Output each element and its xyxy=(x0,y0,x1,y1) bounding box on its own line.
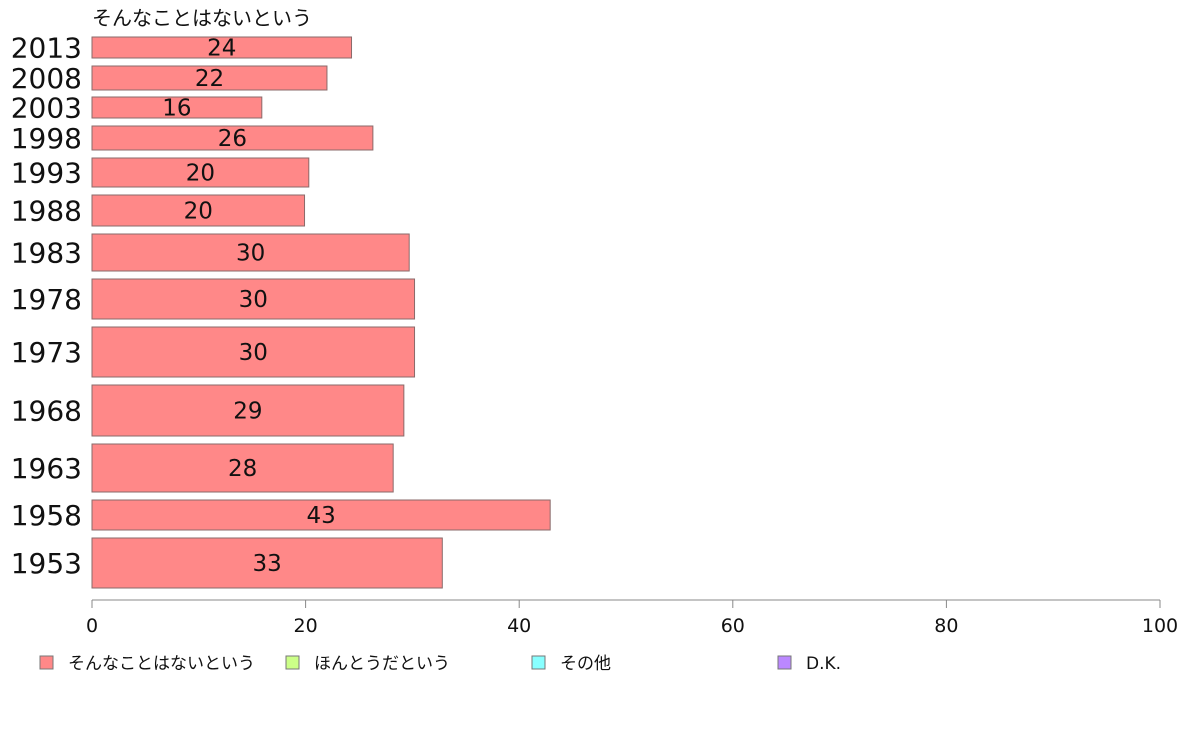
year-label: 1958 xyxy=(11,499,82,532)
bar xyxy=(91,278,416,320)
bar xyxy=(91,326,416,378)
bar-value-label: 29 xyxy=(233,399,262,425)
x-tick-label: 100 xyxy=(1142,615,1178,637)
year-label: 2013 xyxy=(11,32,82,65)
legend-label: そんなことはないという xyxy=(68,654,255,674)
x-tick-label: 60 xyxy=(721,615,745,637)
year-label: 1973 xyxy=(11,336,82,369)
bar xyxy=(91,36,353,59)
bar xyxy=(91,537,443,589)
legend-swatch xyxy=(777,655,792,670)
bar-value-label: 30 xyxy=(239,287,268,313)
x-tick-label: 0 xyxy=(86,615,98,637)
bar xyxy=(91,233,410,272)
year-label: 1963 xyxy=(11,452,82,485)
year-label: 1978 xyxy=(11,283,82,316)
bar xyxy=(91,96,263,119)
bar xyxy=(91,443,394,493)
bar-value-label: 26 xyxy=(218,126,247,152)
bar-value-label: 16 xyxy=(162,96,191,122)
bar-value-label: 24 xyxy=(207,36,236,62)
bar xyxy=(91,384,405,437)
bar-value-label: 28 xyxy=(228,456,257,482)
series-header-label: そんなことはないという xyxy=(92,6,312,30)
bar-value-label: 20 xyxy=(186,161,215,187)
x-axis: 0 20 40 60 80 100 xyxy=(86,599,1178,637)
bar-value-label: 43 xyxy=(306,503,335,529)
year-label: 1988 xyxy=(11,195,82,228)
bars-group: 2013 24 2008 22 2003 16 1998 26 1993 20 1988 20 1983… xyxy=(11,32,551,589)
bar-value-label: 30 xyxy=(236,241,265,267)
legend: そんなことはないという ほんとうだという その他 D.K. xyxy=(39,654,841,674)
x-tick-label: 40 xyxy=(507,615,531,637)
bar xyxy=(91,499,551,531)
bar xyxy=(91,194,306,227)
bar xyxy=(91,157,310,188)
x-tick-label: 20 xyxy=(294,615,318,637)
year-label: 1968 xyxy=(11,395,82,428)
year-label: 1993 xyxy=(11,157,82,190)
bar xyxy=(91,125,374,151)
bar-value-label: 20 xyxy=(184,199,213,225)
bar-value-label: 22 xyxy=(195,66,224,92)
legend-label: D.K. xyxy=(806,654,841,674)
legend-swatch xyxy=(39,655,54,670)
bar xyxy=(91,65,328,91)
bar-value-label: 30 xyxy=(239,340,268,366)
legend-label: その他 xyxy=(560,654,611,674)
legend-swatch xyxy=(285,655,300,670)
x-tick-label: 80 xyxy=(934,615,958,637)
year-label: 1983 xyxy=(11,237,82,270)
legend-label: ほんとうだという xyxy=(314,654,450,674)
year-label: 1998 xyxy=(11,122,82,155)
year-label: 2008 xyxy=(11,62,82,95)
year-label: 2003 xyxy=(11,92,82,125)
bar-value-label: 33 xyxy=(253,551,282,577)
legend-swatch xyxy=(531,655,546,670)
year-label: 1953 xyxy=(11,547,82,580)
